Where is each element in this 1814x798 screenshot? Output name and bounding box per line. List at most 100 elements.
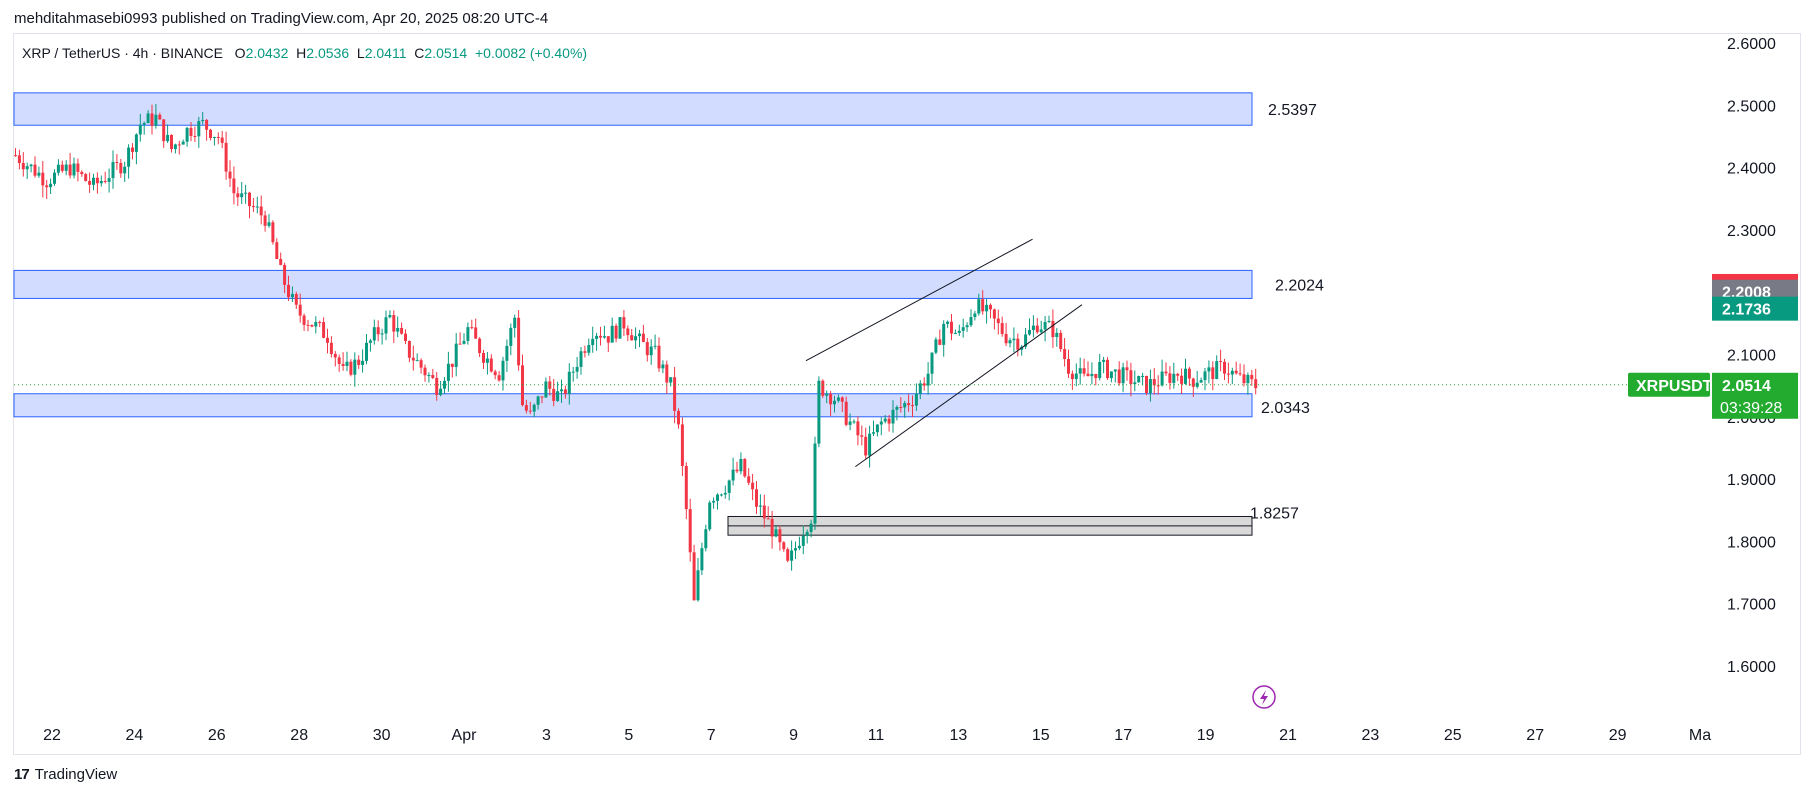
candle-body	[1004, 333, 1008, 344]
candle-body	[1164, 371, 1168, 374]
candle-body	[224, 142, 228, 172]
candle-body	[922, 383, 926, 386]
candle-body	[829, 393, 833, 405]
candle-body	[21, 163, 25, 170]
price-tag	[1712, 296, 1798, 321]
candle-body	[914, 393, 918, 406]
last-price-tag	[1712, 372, 1798, 419]
trendline	[805, 238, 1033, 362]
price-tag-label: 2.1736	[1722, 302, 1771, 319]
candle-body	[353, 359, 357, 375]
candle-body	[903, 403, 907, 408]
candle-body	[302, 315, 306, 325]
x-tick-label: 5	[624, 727, 633, 744]
candle-body	[384, 317, 388, 334]
candle-body	[852, 421, 856, 423]
candle-body	[150, 113, 154, 126]
support-resistance-zone	[13, 92, 1253, 126]
candle-body	[1055, 332, 1059, 338]
candle-body	[992, 309, 996, 319]
candle-body	[333, 353, 337, 358]
candle-body	[372, 327, 376, 341]
candle-body	[1148, 379, 1152, 394]
candle-body	[540, 396, 544, 398]
candle-body	[244, 192, 248, 194]
zone-label: 2.0343	[1261, 400, 1310, 417]
candle-body	[1137, 375, 1141, 383]
x-tick-label: 29	[1609, 727, 1627, 744]
candle-body	[1156, 385, 1160, 387]
candle-body	[638, 333, 641, 337]
candle-body	[466, 327, 470, 341]
candle-body	[427, 375, 431, 377]
candle-body	[708, 502, 712, 530]
candle-body	[95, 177, 99, 184]
candle-body	[1012, 338, 1016, 341]
candle-body	[766, 518, 770, 520]
candle-body	[365, 342, 368, 361]
zone-label: 2.5397	[1268, 102, 1317, 119]
candle-body	[1230, 370, 1234, 375]
candle-body	[1016, 338, 1020, 350]
candle-body	[1160, 371, 1164, 386]
candle-body	[189, 127, 193, 136]
candle-body	[146, 113, 150, 124]
candle-body	[801, 535, 805, 546]
candle-body	[1024, 334, 1028, 347]
candle-body	[134, 134, 138, 152]
candle-body	[1059, 332, 1063, 350]
candle-body	[232, 178, 236, 194]
candle-body	[821, 380, 825, 396]
candle-body	[37, 172, 41, 176]
candle-body	[142, 123, 146, 125]
candle-body	[431, 375, 435, 378]
candle-body	[860, 435, 864, 437]
candle-body	[376, 327, 380, 335]
candle-body	[279, 258, 283, 265]
candle-body	[251, 206, 255, 208]
candle-body	[287, 284, 290, 298]
candle-body	[981, 299, 985, 312]
candle-body	[989, 304, 992, 310]
candle-body	[1051, 320, 1055, 338]
candle-body	[505, 345, 509, 361]
candle-body	[778, 529, 782, 543]
x-tick-label: 27	[1526, 727, 1544, 744]
candle-body	[396, 327, 400, 332]
candle-body	[731, 469, 735, 481]
candle-body	[197, 121, 201, 137]
candle-body	[595, 335, 599, 339]
candle-body	[743, 458, 747, 477]
candle-body	[606, 336, 610, 343]
candle-body	[181, 141, 185, 145]
candle-body	[626, 328, 630, 336]
candle-body	[513, 317, 517, 328]
candle-body	[794, 548, 797, 551]
footer-brand[interactable]: 17 TradingView	[14, 766, 117, 783]
candle-body	[482, 353, 485, 363]
candle-body	[517, 317, 521, 366]
candle-body	[872, 432, 875, 434]
candle-body	[470, 327, 474, 329]
candle-body	[1043, 322, 1047, 330]
candle-body	[111, 161, 115, 179]
candle-body	[1172, 373, 1176, 383]
candle-body	[127, 147, 131, 167]
y-tick-label: 2.5000	[1727, 98, 1776, 115]
y-tick-label: 2.1000	[1727, 348, 1776, 365]
candle-body	[942, 323, 946, 345]
candle-body	[415, 360, 419, 362]
candle-body	[1086, 373, 1090, 377]
support-resistance-zone	[13, 269, 1253, 299]
candle-body	[1102, 359, 1106, 362]
candle-body	[158, 114, 162, 120]
candle-body	[809, 523, 813, 533]
candle-body	[645, 342, 649, 356]
candle-body	[1039, 329, 1043, 333]
candle-body	[68, 164, 72, 176]
candle-body	[419, 360, 423, 368]
candle-body	[337, 357, 341, 364]
candle-body	[1121, 367, 1125, 384]
